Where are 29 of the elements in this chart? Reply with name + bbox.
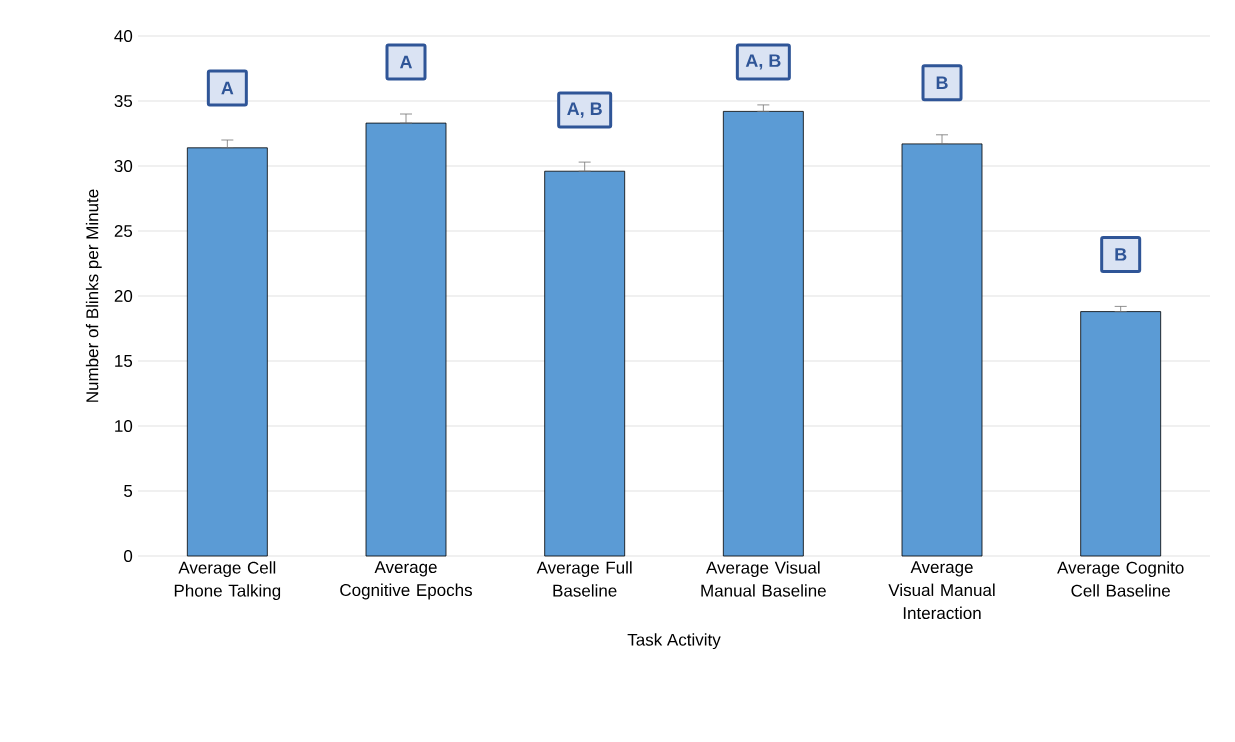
x-axis-title: Task Activity [627,633,721,650]
bar [544,170,626,557]
y-tick-label: 10 [115,419,133,433]
x-tick-label: Average Cell Phone Talking [174,561,281,601]
y-tick-label: 20 [114,289,133,303]
bar [365,122,447,557]
annotation: A, B [745,54,781,70]
bar [1080,311,1162,557]
bar [901,143,983,557]
y-tick-label: 30 [114,159,133,173]
y-tick-label: 40 [114,29,133,43]
x-tick-label: Average Cognitive Epochs [340,561,472,600]
annotation: B [1115,248,1127,261]
annotation: A, B [567,102,602,118]
bar [722,111,804,557]
y-tick-label: 5 [124,485,133,497]
x-tick-label: Average Full Baseline [536,561,632,597]
x-tick-label: Average Visual Manual Baseline [701,561,826,597]
bar [186,147,268,557]
y-tick-label: 0 [124,549,133,563]
annotation: A [399,55,413,69]
y-tick-label: 25 [114,224,133,238]
y-axis-title: Number of Blinks per Minute [85,189,102,402]
annotation: B [936,76,948,89]
y-tick-label: 15 [115,355,133,367]
annotation: A [221,81,234,95]
x-tick-label: Average Cognito Cell Baseline [1057,561,1184,597]
x-tick-label: Average Visual Manual Interaction [888,561,995,620]
y-tick-label: 35 [114,94,133,108]
